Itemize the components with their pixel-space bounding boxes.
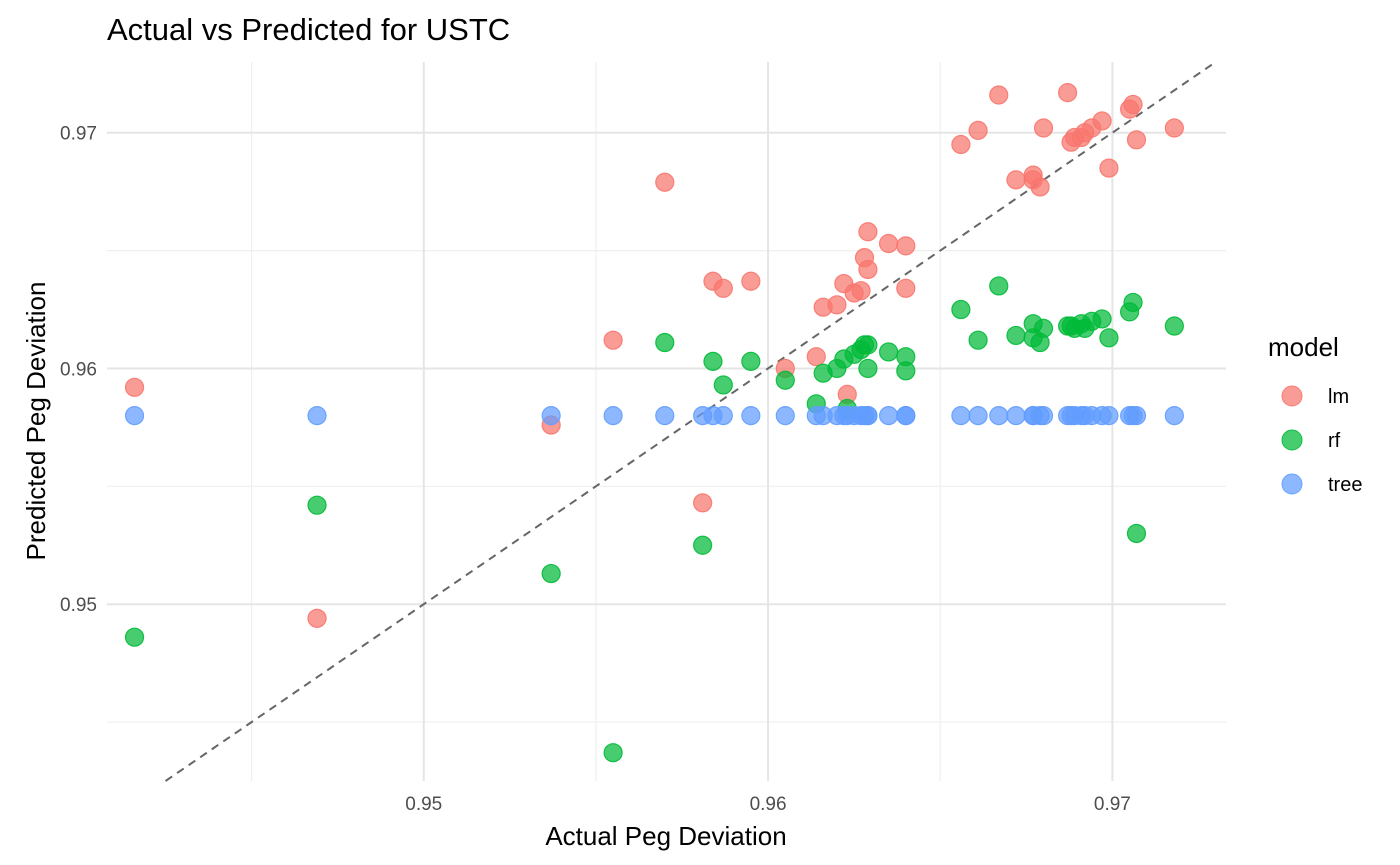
point-rf-7 — [713, 375, 733, 395]
point-tree-25 — [989, 406, 1009, 426]
point-lm-19 — [858, 222, 878, 242]
x-tick-label-0: 0.95 — [405, 794, 442, 815]
point-rf-2 — [541, 563, 561, 584]
point-tree-19 — [858, 406, 878, 426]
y-axis-tick-labels: 0.95 0.96 0.97 — [60, 124, 97, 616]
point-lm-7 — [713, 278, 733, 298]
point-rf-41 — [1126, 523, 1147, 544]
point-lm-30 — [1033, 118, 1054, 138]
point-lm-0 — [124, 377, 145, 397]
y-tick-label-0: 0.95 — [60, 595, 97, 616]
x-tick-label-2: 0.97 — [1094, 794, 1131, 815]
series-rf — [124, 276, 1184, 763]
point-lm-31 — [1058, 83, 1078, 103]
legend-label-rf: rf — [1328, 430, 1341, 452]
point-rf-37 — [1092, 309, 1112, 329]
legend-key-rf — [1281, 429, 1303, 451]
point-lm-41 — [1126, 130, 1147, 150]
point-tree-7 — [713, 406, 733, 426]
x-tick-label-1: 0.96 — [750, 794, 787, 815]
point-tree-2 — [541, 406, 561, 426]
point-lm-21 — [896, 278, 916, 298]
point-rf-9 — [775, 370, 795, 390]
point-rf-4 — [655, 332, 675, 353]
point-tree-4 — [655, 406, 675, 426]
point-rf-26 — [1006, 325, 1026, 346]
point-lm-38 — [1099, 158, 1119, 178]
legend-key-lm — [1281, 385, 1303, 407]
point-tree-26 — [1006, 406, 1026, 426]
x-axis-title: Actual Peg Deviation — [545, 821, 786, 851]
point-lm-4 — [655, 172, 675, 192]
point-tree-24 — [968, 406, 988, 426]
point-lm-8 — [741, 271, 761, 291]
point-rf-25 — [989, 276, 1009, 296]
point-lm-18 — [858, 259, 878, 280]
point-tree-9 — [775, 406, 795, 426]
legend-title: model — [1268, 332, 1339, 362]
point-rf-5 — [693, 535, 713, 555]
point-rf-38 — [1099, 328, 1119, 348]
series-lm — [124, 83, 1184, 628]
point-lm-26 — [1006, 170, 1026, 190]
reference-line-group — [164, 61, 1217, 782]
point-rf-24 — [968, 330, 988, 350]
point-lm-23 — [951, 134, 971, 155]
y-tick-label-1: 0.96 — [60, 359, 97, 380]
point-tree-1 — [307, 406, 327, 426]
point-rf-23 — [951, 299, 971, 320]
series-tree — [124, 406, 1184, 426]
point-rf-40 — [1123, 292, 1143, 313]
data-points — [124, 83, 1184, 763]
point-tree-30 — [1033, 406, 1054, 426]
point-rf-19 — [858, 358, 878, 379]
point-lm-1 — [307, 608, 327, 628]
legend: model lm rf tree — [1268, 332, 1362, 496]
point-tree-8 — [741, 406, 761, 426]
point-lm-20 — [878, 233, 899, 254]
legend-label-tree: tree — [1328, 474, 1362, 496]
point-tree-41 — [1126, 406, 1147, 426]
point-rf-8 — [741, 351, 761, 371]
point-lm-25 — [989, 85, 1009, 105]
point-rf-6 — [703, 351, 723, 371]
y-axis-title: Predicted Peg Deviation — [21, 282, 51, 561]
point-tree-20 — [878, 406, 899, 426]
point-tree-0 — [124, 406, 145, 426]
legend-key-tree — [1281, 473, 1303, 495]
point-tree-22 — [896, 406, 916, 426]
point-tree-3 — [603, 406, 623, 426]
point-rf-3 — [603, 743, 623, 763]
point-lm-22 — [896, 236, 916, 256]
x-axis-tick-labels: 0.95 0.96 0.97 — [405, 794, 1131, 815]
chart-title: Actual vs Predicted for USTC — [107, 12, 510, 47]
minor-gridlines — [107, 62, 1226, 781]
legend-label-lm: lm — [1328, 386, 1349, 408]
point-lm-3 — [603, 330, 623, 350]
point-lm-10 — [806, 347, 826, 367]
reference-line — [164, 61, 1217, 782]
point-lm-37 — [1092, 111, 1112, 131]
point-lm-29 — [1030, 177, 1050, 197]
point-lm-12 — [827, 295, 847, 315]
point-rf-1 — [307, 495, 327, 515]
point-rf-42 — [1164, 316, 1184, 336]
point-tree-23 — [951, 406, 971, 426]
point-lm-5 — [693, 493, 713, 513]
point-lm-40 — [1123, 94, 1143, 115]
point-rf-18 — [858, 335, 878, 355]
point-lm-24 — [968, 120, 988, 140]
point-rf-0 — [124, 627, 145, 647]
point-tree-42 — [1164, 406, 1184, 426]
y-tick-label-2: 0.97 — [60, 124, 97, 145]
point-rf-30 — [1033, 318, 1054, 338]
point-lm-42 — [1164, 118, 1184, 138]
point-tree-38 — [1099, 406, 1119, 426]
point-rf-22 — [896, 347, 916, 367]
point-rf-20 — [878, 342, 899, 362]
point-lm-16 — [851, 281, 871, 301]
